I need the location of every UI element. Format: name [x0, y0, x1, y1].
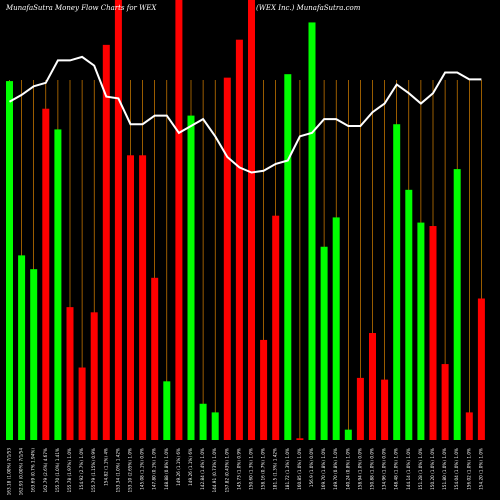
x-tick-label: 181.5 (1.3%) 1.42% — [273, 448, 278, 490]
money-flow-bar — [308, 22, 316, 441]
x-tick-label: 157.82 (0.43%) 1.0% — [224, 448, 229, 493]
money-flow-bar — [381, 379, 389, 440]
price-line-layer — [9, 55, 482, 174]
money-flow-bar — [235, 39, 243, 440]
x-tick-label: 151.28 (1.0%) 1.0% — [418, 448, 423, 490]
money-flow-bar — [356, 377, 364, 440]
money-flow-bar — [163, 381, 171, 440]
money-flow-bar — [18, 255, 26, 440]
x-tick-label: 156.02 (1.0%) 1.0% — [466, 448, 471, 490]
money-flow-bar — [369, 333, 376, 440]
price-line — [9, 55, 482, 174]
x-tick-label: 158.16 (0.7%) 1.0% — [261, 448, 266, 490]
x-tick-label: 162.79 (2.6%) 4.67% — [43, 448, 48, 493]
bars — [6, 0, 485, 441]
x-tick-label: 150.88 (1.0%) 0.0% — [370, 448, 375, 490]
x-tick-label: 144.91 (0.73%) 1.0% — [212, 448, 217, 493]
x-tick-label: 158.94 (1.0%) 0.0% — [357, 448, 362, 490]
money-flow-bar — [284, 74, 292, 440]
money-flow-bar — [393, 124, 401, 440]
x-tick-label: 149.26 (1.1%) 6% — [188, 448, 193, 486]
money-flow-bar — [199, 403, 207, 440]
x-tick-label: 163.18 (1.00%) 7/1/53 — [7, 448, 12, 496]
x-tick-label: 153.34 (1.0%) 1.42% — [115, 448, 120, 493]
x-tick-label: 155.78 (1.97%) 1.0% — [67, 448, 72, 493]
x-tick-label: 155.79 (1.15%) 0.9% — [91, 448, 96, 493]
x-tick-label: 142.84 (1.4%) 1.0% — [200, 448, 205, 490]
chart-title: MunafaSutra Money Flow Charts for WEX — [6, 4, 157, 12]
money-flow-bar — [332, 217, 340, 440]
x-tick-label: 156.9 (1.0%) 0.0% — [309, 448, 314, 487]
money-flow-bar — [417, 222, 425, 440]
money-flow-bar — [175, 0, 183, 440]
money-flow-bar — [453, 169, 461, 441]
money-flow-bar — [66, 307, 74, 440]
money-flow-bar — [405, 189, 413, 440]
x-tick-label: 140.24 (0.8%) 1.0% — [345, 448, 350, 490]
money-flow-bar — [296, 438, 304, 440]
x-tick-labels: 163.18 (1.00%) 7/1/53 162.93 (0.00%) 7/1/… — [7, 448, 484, 496]
x-tick-label: 169.70 (1.8%) 1.0% — [321, 448, 326, 490]
money-flow-bar — [465, 412, 473, 440]
money-flow-bar — [42, 108, 50, 441]
money-flow-bar — [429, 226, 437, 440]
x-tick-label: 154.82 (1.1%) 4% — [103, 448, 108, 486]
x-tick-label: 181.72 (1.3%) 1.0% — [285, 448, 290, 490]
x-tick-label: 134.96 (1.0%) 0.0% — [382, 448, 387, 490]
x-tick-label: 149.70 (0.8%) 1.0% — [333, 448, 338, 490]
x-tick-label: 155.70 (1.0%) 1.41% — [55, 448, 60, 493]
money-flow-bar — [320, 246, 328, 440]
money-flow-bar — [344, 429, 352, 440]
money-flow-bar — [223, 77, 231, 440]
x-tick-label: 163.69 (0.7% 1.94%) — [31, 448, 36, 493]
chart-subtitle: (WEX Inc.) MunafaSutra.com — [256, 4, 361, 12]
x-tick-label: 151.80 (1.0%) 1.0% — [442, 448, 447, 490]
money-flow-bar — [151, 277, 159, 440]
x-tick-label: 145.08 (1.1%) 0.0% — [140, 448, 145, 490]
x-tick-label: 150.60 (1.3%) 1.0% — [249, 448, 254, 490]
x-tick-label: 162.93 (0.00%) 7/1/54 — [19, 448, 24, 496]
x-tick-label: 148.88 (0.8%) 1.0% — [164, 448, 169, 490]
x-tick-label: 153.10 (2.65%) 1.0% — [128, 448, 133, 493]
x-tick-label: 154.20 (1.0%) 1.0% — [478, 448, 483, 490]
money-flow-bar — [441, 364, 449, 440]
x-tick-label: 154.92 (2.7%) 1.0% — [79, 448, 84, 490]
x-tick-label: 160.85 (1.0%) 1.0% — [297, 448, 302, 490]
money-flow-bar — [139, 155, 147, 440]
money-flow-bar — [78, 367, 86, 440]
money-flow-bar — [272, 215, 280, 440]
money-flow-bar — [6, 81, 13, 441]
x-tick-label: 150.20 (1.0%) 1.0% — [430, 448, 435, 490]
money-flow-bar — [187, 115, 195, 440]
money-flow-bar — [54, 129, 62, 441]
money-flow-bar — [127, 155, 134, 440]
x-tick-label: 144.14 (1.0%) 1.0% — [406, 448, 411, 490]
x-tick-label: 147.80 (0.1%) 1.0% — [152, 448, 157, 490]
money-flow-bar — [90, 312, 98, 440]
x-tick-label: 149.26 (1.1%) 6% — [176, 448, 181, 486]
money-flow-bar — [477, 298, 485, 440]
money-flow-bar — [30, 269, 38, 440]
x-tick-label: 154.04 (1.0%) 1.0% — [454, 448, 459, 490]
x-tick-label: 148.48 (1.0%) 1.0% — [394, 448, 399, 490]
x-tick-label: 145.73 (1.0%) 0.9% — [236, 448, 241, 490]
money-flow-bar — [260, 339, 268, 440]
money-flow-bar — [114, 0, 122, 440]
money-flow-bar — [211, 412, 219, 440]
money-flow-bar — [248, 0, 255, 440]
money-flow-bar — [102, 44, 110, 441]
